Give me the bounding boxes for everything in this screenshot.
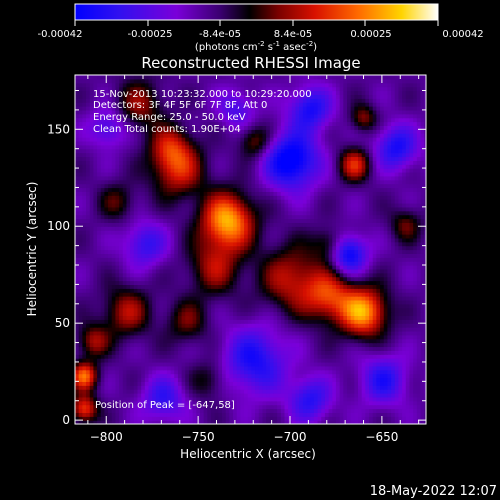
annotation-detectors: Detectors: 3F 4F 5F 6F 7F 8F, Att 0	[93, 100, 267, 111]
y-tick-label: 100	[47, 219, 70, 233]
annotation-peak-position: Position of Peak = [-647,58]	[95, 400, 235, 411]
y-axis-label: Heliocentric Y (arcsec)	[25, 182, 39, 317]
colorbar-tick-label: 8.4e-05	[274, 29, 312, 40]
image-pixels	[75, 75, 426, 424]
colorbar	[74, 3, 439, 21]
x-axis-label: Heliocentric X (arcsec)	[180, 447, 316, 461]
colorbar-ticks	[74, 20, 439, 26]
y-tick-label: 150	[47, 122, 70, 136]
colorbar-unit-label: (photons cm-2 s-1 asec-2)	[195, 40, 317, 53]
footer-timestamp: 18-May-2022 12:07	[370, 484, 497, 499]
chart-title: Reconstructed RHESSI Image	[141, 54, 360, 72]
x-tick-label: −650	[365, 430, 398, 444]
y-tick-label: 0	[62, 413, 70, 427]
colorbar-tick-label: 0.00025	[350, 29, 391, 40]
x-tick-label: −800	[90, 430, 123, 444]
x-tick-label: −750	[182, 430, 215, 444]
annotation-clean-counts: Clean Total counts: 1.90E+04	[93, 124, 241, 135]
colorbar-tick-label: 0.00042	[442, 29, 483, 40]
annotation-time-range: 15-Nov-2013 10:23:32.000 to 10:29:20.000	[93, 89, 312, 100]
colorbar-tick-label: -8.4e-05	[199, 29, 241, 40]
y-tick-label: 50	[55, 316, 70, 330]
plot-frame	[74, 74, 427, 425]
annotation-energy-range: Energy Range: 25.0 - 50.0 keV	[93, 112, 246, 123]
colorbar-tick-label: -0.00025	[128, 29, 173, 40]
colorbar-tick-label: -0.00042	[38, 29, 83, 40]
x-tick-label: −700	[274, 430, 307, 444]
axis-ticks: −800 −750 −700 −650 0 50 100 150	[47, 75, 426, 444]
